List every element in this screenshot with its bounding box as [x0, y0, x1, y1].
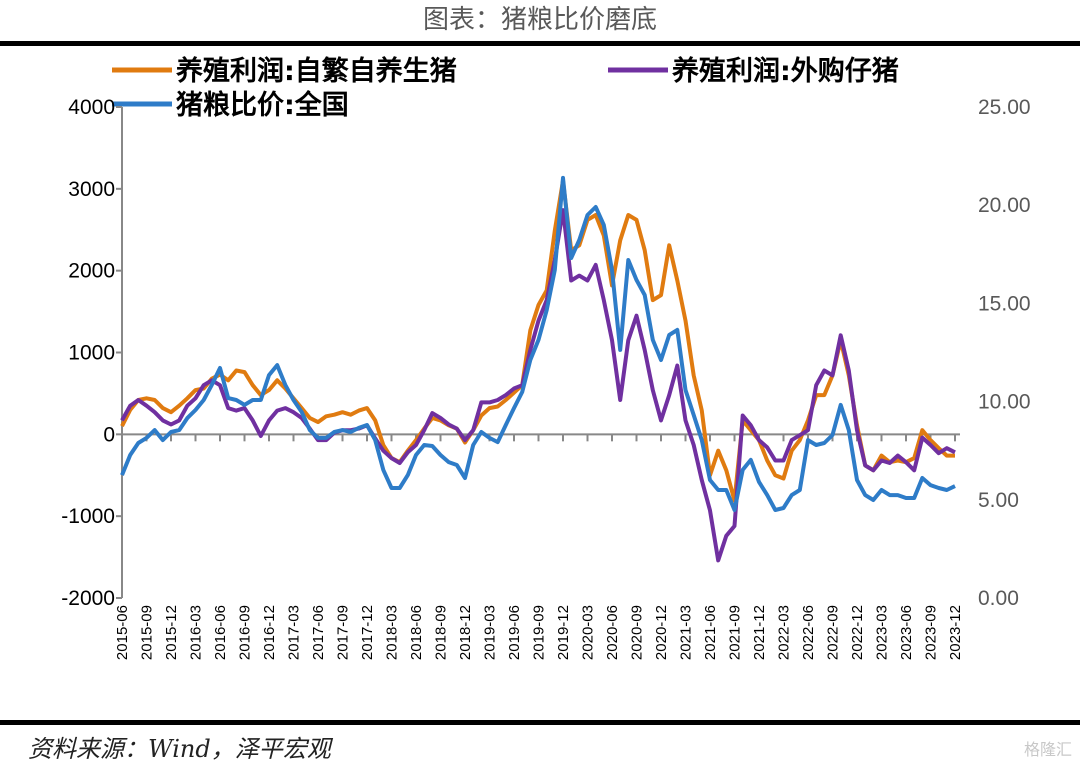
x-tick-label: 2023-09 [923, 605, 940, 660]
y-right-tick-label: 10.00 [978, 391, 1031, 414]
x-tick-label: 2022-12 [849, 605, 866, 660]
y-left-tick-label: 2000 [68, 260, 115, 283]
series-lines [120, 175, 956, 563]
y-left-tick-label: 0 [103, 423, 115, 446]
x-tick-label: 2023-12 [947, 605, 964, 660]
x-tick-label: 2023-06 [898, 605, 915, 660]
x-tick-label: 2018-03 [384, 605, 401, 660]
x-tick-label: 2020-03 [580, 605, 597, 660]
y-left-tick-label: 4000 [68, 96, 115, 119]
x-tick-label: 2018-09 [433, 605, 450, 660]
bottom-divider [0, 720, 1080, 725]
x-tick-label: 2018-06 [408, 605, 425, 660]
x-tick-label: 2019-12 [555, 605, 572, 660]
x-tick-label: 2022-03 [776, 605, 793, 660]
x-tick-label: 2021-09 [727, 605, 744, 660]
top-divider [0, 41, 1080, 46]
x-tick-label: 2015-12 [163, 605, 180, 660]
x-tick-label: 2022-06 [800, 605, 817, 660]
y-right-tick-label: 25.00 [978, 96, 1031, 119]
x-tick-label: 2015-06 [114, 605, 131, 660]
legend-label-2: 猪粮比价:全国 [176, 89, 349, 121]
source-note: 资料来源：Wind，泽平宏观 [28, 735, 334, 763]
x-tick-label: 2017-03 [286, 605, 303, 660]
chart-title: 图表：猪粮比价磨底 [423, 5, 657, 35]
y-left-tick-label: -1000 [61, 505, 115, 528]
axes: 4000 3000 2000 1000 0 -1000 -2000 25.00 20.00 15.… [61, 96, 1030, 660]
x-tick-label: 2023-03 [874, 605, 891, 660]
x-tick-label: 2016-09 [237, 605, 254, 660]
y-right-tick-label: 0.00 [978, 587, 1019, 610]
watermark-logo: 格隆汇 [1024, 740, 1072, 759]
x-tick-label: 2017-12 [359, 605, 376, 660]
y-right-tick-label: 15.00 [978, 292, 1031, 315]
x-tick-label: 2020-12 [653, 605, 670, 660]
x-tick-label: 2019-06 [506, 605, 523, 660]
x-tick-label: 2018-12 [457, 605, 474, 660]
x-tick-label: 2020-06 [604, 605, 621, 660]
x-tick-label: 2017-06 [310, 605, 327, 660]
legend-label-0: 养殖利润:自繁自养生猪 [176, 55, 457, 87]
series-line-purchased-piglet-profit [120, 208, 956, 563]
series-line-hog-grain-ratio [120, 175, 956, 512]
y-right-tick-label: 5.00 [978, 489, 1019, 512]
x-tick-label: 2016-03 [188, 605, 205, 660]
x-tick-label: 2022-09 [825, 605, 842, 660]
x-tick-label: 2021-12 [751, 605, 768, 660]
x-tick-label: 2016-06 [212, 605, 229, 660]
x-tick-label: 2016-12 [261, 605, 278, 660]
x-tick-label: 2019-03 [482, 605, 499, 660]
x-tick-label: 2021-06 [702, 605, 719, 660]
y-right-tick-label: 20.00 [978, 194, 1031, 217]
y-left-tick-label: 3000 [68, 178, 115, 201]
y-left-tick-label: 1000 [68, 342, 115, 365]
legend: 养殖利润:自繁自养生猪 养殖利润:外购仔猪 猪粮比价:全国 [112, 55, 899, 121]
x-tick-label: 2020-09 [629, 605, 646, 660]
legend-label-1: 养殖利润:外购仔猪 [672, 55, 899, 87]
x-tick-label: 2019-09 [531, 605, 548, 660]
x-tick-label: 2017-09 [335, 605, 352, 660]
y-left-tick-label: -2000 [61, 587, 115, 610]
x-tick-label: 2021-03 [678, 605, 695, 660]
x-tick-label: 2015-09 [139, 605, 156, 660]
